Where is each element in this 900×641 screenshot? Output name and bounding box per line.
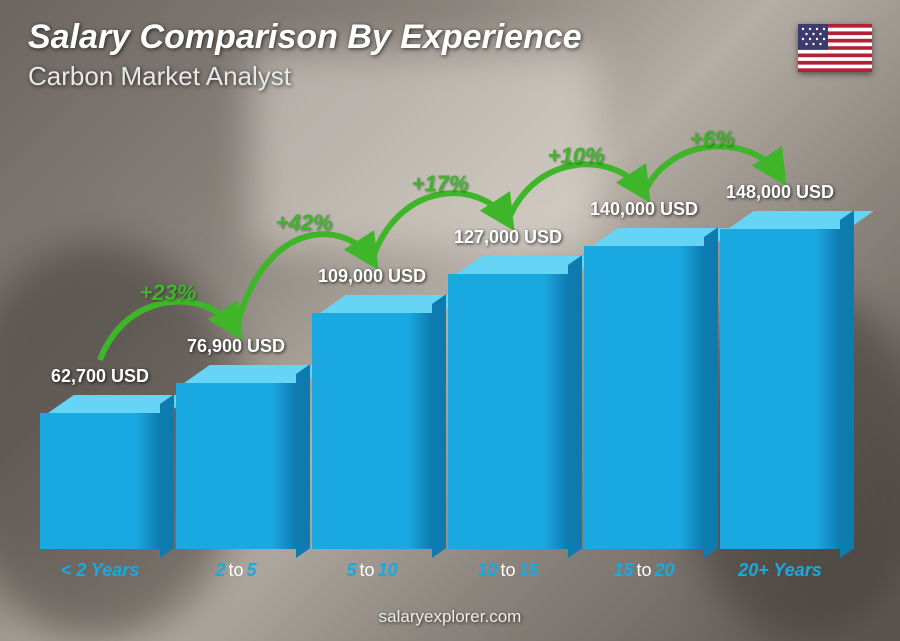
x-axis-label: 20+ Years [720,560,840,581]
x-axis-label: 10to15 [448,560,568,581]
bar-5: 148,000 USD20+ Years [720,182,840,549]
x-axis-label: 15to20 [584,560,704,581]
bar-shape [584,228,704,549]
page-subtitle: Carbon Market Analyst [28,61,582,92]
x-axis-label: 2to5 [176,560,296,581]
page-title: Salary Comparison By Experience [28,18,582,57]
bar-shape [40,395,160,549]
bar-0: 62,700 USD< 2 Years [40,366,160,549]
bar-value-label: 148,000 USD [726,182,834,203]
bar-1: 76,900 USD2to5 [176,336,296,549]
salary-chart: +23%+42%+17%+10%+6% 62,700 USD< 2 Years7… [40,120,840,581]
bar-4: 140,000 USD15to20 [584,199,704,549]
bar-shape [176,365,296,549]
bar-value-label: 76,900 USD [187,336,285,357]
bar-shape [448,256,568,549]
footer-attribution: salaryexplorer.com [0,607,900,627]
bar-shape [720,211,840,549]
bar-value-label: 127,000 USD [454,227,562,248]
bars-container: 62,700 USD< 2 Years76,900 USD2to5109,000… [40,120,840,549]
bar-value-label: 109,000 USD [318,266,426,287]
us-flag-icon [798,24,872,72]
x-axis-label: < 2 Years [40,560,160,581]
bar-shape [312,295,432,549]
bar-value-label: 62,700 USD [51,366,149,387]
bar-2: 109,000 USD5to10 [312,266,432,549]
x-axis-label: 5to10 [312,560,432,581]
bar-3: 127,000 USD10to15 [448,227,568,549]
header: Salary Comparison By Experience Carbon M… [28,18,582,92]
bar-value-label: 140,000 USD [590,199,698,220]
